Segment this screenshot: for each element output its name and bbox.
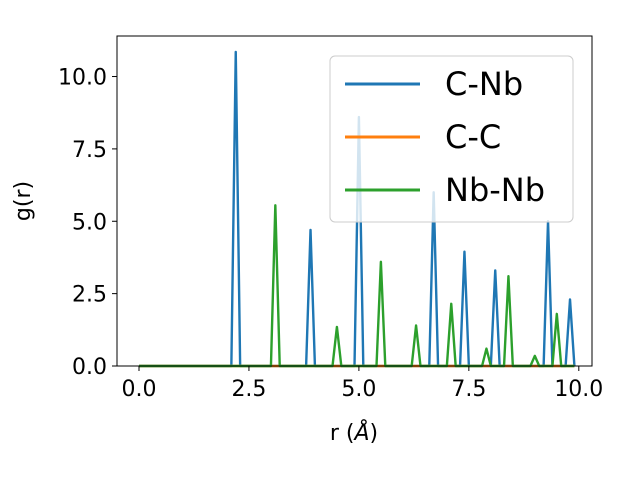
y-tick-label: 10.0: [58, 66, 107, 91]
x-axis: 0.0 2.5 5.0 7.5 10.0: [121, 366, 603, 402]
legend: C-Nb C-C Nb-Nb: [329, 55, 574, 223]
legend-label-nb-nb: Nb-Nb: [445, 171, 545, 209]
x-tick-label: 10.0: [554, 377, 603, 402]
axes-frame: [116, 35, 593, 367]
x-tick-label: 0.0: [121, 377, 156, 402]
x-axis-label: r (Å): [330, 419, 378, 446]
x-tick-label: 5.0: [341, 377, 376, 402]
legend-label-c-c: C-C: [445, 118, 501, 156]
y-axis: 0.0 2.5 5.0 7.5 10.0: [58, 66, 117, 380]
y-tick-label: 2.5: [72, 283, 107, 308]
legend-label-c-nb: C-Nb: [445, 65, 523, 103]
x-tick-label: 7.5: [451, 377, 486, 402]
y-tick-label: 7.5: [72, 138, 107, 163]
x-tick-label: 2.5: [231, 377, 266, 402]
y-tick-label: 5.0: [72, 210, 107, 235]
series-line-nb-nb: [138, 204, 575, 368]
y-axis-label: g(r): [11, 181, 36, 221]
legend-box: [329, 55, 574, 223]
y-tick-label: 0.0: [72, 355, 107, 380]
